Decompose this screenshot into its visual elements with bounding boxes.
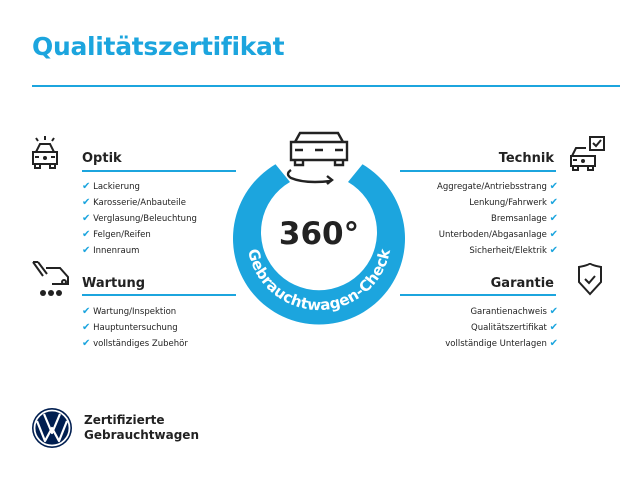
brand-line2: Gebrauchtwagen <box>84 428 199 442</box>
item-text: Felgen/Reifen <box>93 230 151 240</box>
item-text: Unterboden/Abgasanlage <box>438 230 547 240</box>
check-icon: ✔ <box>82 338 91 349</box>
optik-list: ✔ Lackierung ✔ Karosserie/Anbauteile ✔ V… <box>82 179 197 259</box>
garantie-divider <box>400 294 556 296</box>
check-icon: ✔ <box>549 229 558 240</box>
check-icon: ✔ <box>82 197 91 208</box>
shield-check-icon <box>578 262 602 296</box>
brand-name: Zertifizierte Gebrauchtwagen <box>84 413 199 443</box>
list-item: Sicherheit/Elektrik ✔ <box>437 243 558 259</box>
item-text: vollständige Unterlagen <box>445 339 547 349</box>
check-icon: ✔ <box>549 306 558 317</box>
item-text: Innenraum <box>93 246 140 256</box>
list-item: Bremsanlage ✔ <box>437 211 558 227</box>
item-text: Wartung/Inspektion <box>93 307 177 317</box>
list-item: Aggregate/Antriebsstrang ✔ <box>437 179 558 195</box>
wartung-heading: Wartung <box>82 276 146 291</box>
check-icon: ✔ <box>549 338 558 349</box>
item-text: Lenkung/Fahrwerk <box>469 198 547 208</box>
list-item: Unterboden/Abgasanlage ✔ <box>437 227 558 243</box>
item-text: Sicherheit/Elektrik <box>469 246 547 256</box>
item-text: Aggregate/Antriebsstrang <box>437 182 547 192</box>
list-item: Garantienachweis ✔ <box>445 304 558 320</box>
check-icon: ✔ <box>549 197 558 208</box>
optik-heading: Optik <box>82 151 122 166</box>
ring <box>233 164 405 325</box>
check-icon: ✔ <box>549 322 558 333</box>
item-text: vollständiges Zubehör <box>93 339 188 349</box>
garantie-heading: Garantie <box>490 276 554 291</box>
page-title: Qualitätszertifikat <box>32 32 285 61</box>
item-text: Hauptuntersuchung <box>93 323 178 333</box>
vw-logo <box>32 408 72 448</box>
title-divider <box>32 85 620 87</box>
list-item: ✔ Verglasung/Beleuchtung <box>82 211 197 227</box>
technik-divider <box>400 170 556 172</box>
garantie-list: Garantienachweis ✔ Qualitätszertifikat ✔… <box>445 304 558 352</box>
360-check-badge: 360° Gebrauchtwagen-Check <box>233 131 405 325</box>
item-text: Lackierung <box>93 182 140 192</box>
check-icon: ✔ <box>82 322 91 333</box>
item-text: Qualitätszertifikat <box>471 323 547 333</box>
item-text: Verglasung/Beleuchtung <box>93 214 197 224</box>
list-item: ✔ vollständiges Zubehör <box>82 336 188 352</box>
technik-heading: Technik <box>498 151 554 166</box>
check-icon: ✔ <box>82 229 91 240</box>
brand-line1: Zertifizierte <box>84 413 165 427</box>
wartung-divider <box>82 294 236 296</box>
technik-list: Aggregate/Antriebsstrang ✔ Lenkung/Fahrw… <box>437 179 558 259</box>
check-icon: ✔ <box>549 181 558 192</box>
list-item: ✔ Innenraum <box>82 243 197 259</box>
check-icon: ✔ <box>82 245 91 256</box>
list-item: vollständige Unterlagen ✔ <box>445 336 558 352</box>
car-checklist-icon <box>570 136 605 171</box>
list-item: ✔ Felgen/Reifen <box>82 227 197 243</box>
optik-divider <box>82 170 236 172</box>
check-icon: ✔ <box>549 245 558 256</box>
item-text: Bremsanlage <box>491 214 547 224</box>
car-lights-icon <box>32 136 58 169</box>
360-label: 360° <box>279 216 359 252</box>
list-item: Lenkung/Fahrwerk ✔ <box>437 195 558 211</box>
list-item: Qualitätszertifikat ✔ <box>445 320 558 336</box>
item-text: Karosserie/Anbauteile <box>93 198 186 208</box>
list-item: ✔ Hauptuntersuchung <box>82 320 188 336</box>
item-text: Garantienachweis <box>470 307 547 317</box>
list-item: ✔ Karosserie/Anbauteile <box>82 195 197 211</box>
list-item: ✔ Wartung/Inspektion <box>82 304 188 320</box>
check-icon: ✔ <box>82 306 91 317</box>
check-icon: ✔ <box>82 213 91 224</box>
service-car-icon <box>32 261 69 296</box>
wartung-list: ✔ Wartung/Inspektion ✔ Hauptuntersuchung… <box>82 304 188 352</box>
rotating-car-icon <box>286 131 349 185</box>
check-icon: ✔ <box>549 213 558 224</box>
check-icon: ✔ <box>82 181 91 192</box>
list-item: ✔ Lackierung <box>82 179 197 195</box>
